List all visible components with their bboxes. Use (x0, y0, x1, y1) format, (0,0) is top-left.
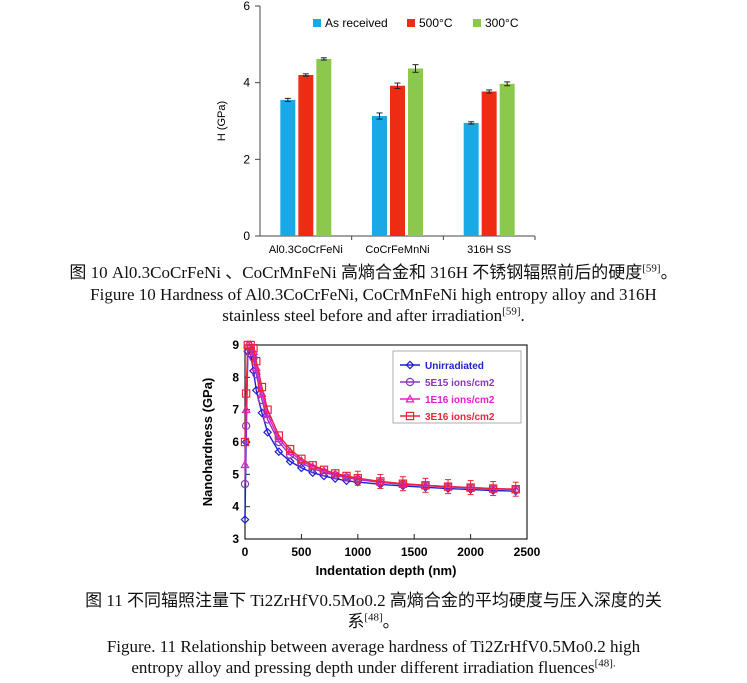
y-tick-label: 3 (232, 532, 239, 546)
data-point (342, 471, 351, 481)
data-point (405, 377, 415, 387)
figure-11-caption-cn-1: 图 11 不同辐照注量下 Ti2ZrHfV0.5Mo0.2 高熵合金的平均硬度与… (85, 591, 662, 610)
figure-11-caption-en-2: entropy alloy and pressing depth under d… (131, 657, 616, 677)
bar (390, 85, 405, 236)
legend-swatch (473, 19, 481, 27)
data-point (240, 459, 250, 469)
x-tick-label: 316H SS (467, 244, 511, 256)
figure-10-caption-cn: 图 10 Al0.3CoCrFeNi 、CoCrMnFeNi 高熵合金和 316… (69, 262, 678, 282)
data-point (319, 465, 329, 475)
figure-11-chart: 3 4 5 6 7 8 9 0 500 1000 1500 2000 2500 Indentation d… (200, 338, 541, 578)
legend-label: 5E15 ions/cm2 (425, 378, 495, 389)
data-point (252, 356, 261, 366)
y-tick-label: 8 (232, 370, 239, 384)
x-tick-label: 1000 (344, 545, 371, 559)
data-point (274, 447, 284, 457)
data-point (240, 437, 250, 447)
data-point (240, 515, 250, 525)
figure-11-caption-en-1: Figure. 11 Relationship between average … (106, 637, 641, 656)
legend-swatch (407, 19, 415, 27)
y-axis-label: Nanohardness (GPa) (200, 378, 215, 507)
data-point (297, 454, 306, 464)
data-point (405, 411, 415, 421)
x-axis-label: Indentation depth (nm) (316, 563, 457, 578)
series-line (244, 344, 516, 490)
y-tick-label: 6 (243, 0, 250, 13)
y-tick-label: 7 (232, 403, 239, 417)
data-point (263, 405, 272, 414)
data-point (331, 469, 340, 478)
series-3 (240, 340, 520, 497)
bar (408, 68, 423, 236)
data-point (257, 382, 267, 392)
legend-label: 1E16 ions/cm2 (425, 395, 495, 406)
data-point (405, 394, 415, 403)
data-point (398, 479, 408, 488)
bar (298, 75, 314, 236)
bar (463, 122, 479, 236)
data-point (241, 389, 251, 398)
legend-label: As received (325, 16, 388, 30)
legend-label: 500°C (419, 16, 453, 30)
data-point (421, 481, 430, 490)
bar (499, 83, 515, 236)
figure-11: 3 4 5 6 7 8 9 0 500 1000 1500 2000 2500 Indentation d… (195, 337, 555, 589)
data-point (376, 477, 385, 486)
data-point (353, 474, 362, 483)
data-point (263, 427, 273, 437)
bar (280, 99, 296, 237)
series-line (244, 349, 516, 520)
figure-10: 0 2 4 6 H (GPa) Al0.3CoCrFeNi CoCrFeMnNi 316H S… (205, 0, 545, 262)
data-point (249, 344, 258, 353)
x-tick-label: 500 (291, 545, 311, 559)
y-tick-label: 0 (243, 229, 250, 243)
x-tick-label: 1500 (401, 545, 428, 559)
y-tick-label: 6 (232, 435, 239, 449)
data-point (466, 483, 475, 492)
legend-label: 300°C (485, 16, 519, 30)
x-tick-label: Al0.3CoCrFeNi (269, 244, 343, 256)
data-point (511, 485, 520, 494)
figure-11-caption-cn-2: 系[48]。 (347, 611, 400, 631)
y-tick-label: 4 (243, 76, 250, 90)
data-point (405, 360, 415, 370)
figure-10-chart: 0 2 4 6 H (GPa) Al0.3CoCrFeNi CoCrFeMnNi 316H S… (216, 0, 536, 256)
data-point (308, 461, 317, 470)
data-point (248, 346, 259, 355)
bar (372, 116, 387, 236)
data-point (274, 431, 284, 440)
legend-swatch (313, 19, 321, 27)
legend-box (392, 350, 522, 424)
data-point (488, 484, 498, 493)
x-tick-label: 2000 (457, 545, 484, 559)
data-point (296, 463, 306, 473)
y-tick-label: 5 (232, 467, 239, 481)
y-tick-label: 9 (232, 338, 239, 352)
data-point (443, 482, 453, 491)
legend-label: Unirradiated (425, 361, 484, 372)
data-point (285, 444, 295, 454)
x-tick-label: 2500 (514, 545, 541, 559)
figure-10-caption-en-1: Figure 10 Hardness of Al0.3CoCrFeNi, CoC… (90, 285, 657, 304)
y-tick-label: 2 (243, 152, 250, 166)
bar (481, 91, 497, 236)
x-tick-label: CoCrFeMnNi (365, 244, 429, 256)
data-point (240, 479, 250, 489)
y-tick-label: 4 (232, 500, 239, 514)
y-axis-label: H (GPa) (216, 101, 228, 141)
legend: Unirradiated 5E15 ions/cm2 1E16 ions/cm2 3E… (392, 350, 522, 424)
x-tick-label: 0 (242, 545, 249, 559)
figure-10-caption-en-2: stainless steel before and after irradia… (222, 305, 525, 325)
bar (316, 58, 332, 237)
data-point (285, 456, 295, 466)
legend-label: 3E16 ions/cm2 (425, 412, 495, 423)
